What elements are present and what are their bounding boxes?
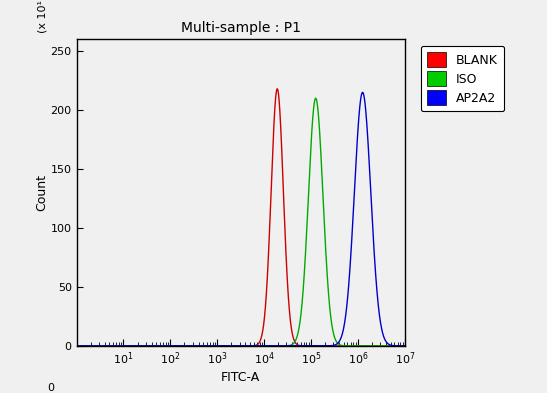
Legend: BLANK, ISO, AP2A2: BLANK, ISO, AP2A2 [421,46,504,111]
Text: (x 10¹): (x 10¹) [37,0,47,33]
Text: 0: 0 [47,383,54,393]
Y-axis label: Count: Count [35,174,48,211]
X-axis label: FITC-A: FITC-A [221,371,260,384]
Title: Multi-sample : P1: Multi-sample : P1 [181,21,301,35]
